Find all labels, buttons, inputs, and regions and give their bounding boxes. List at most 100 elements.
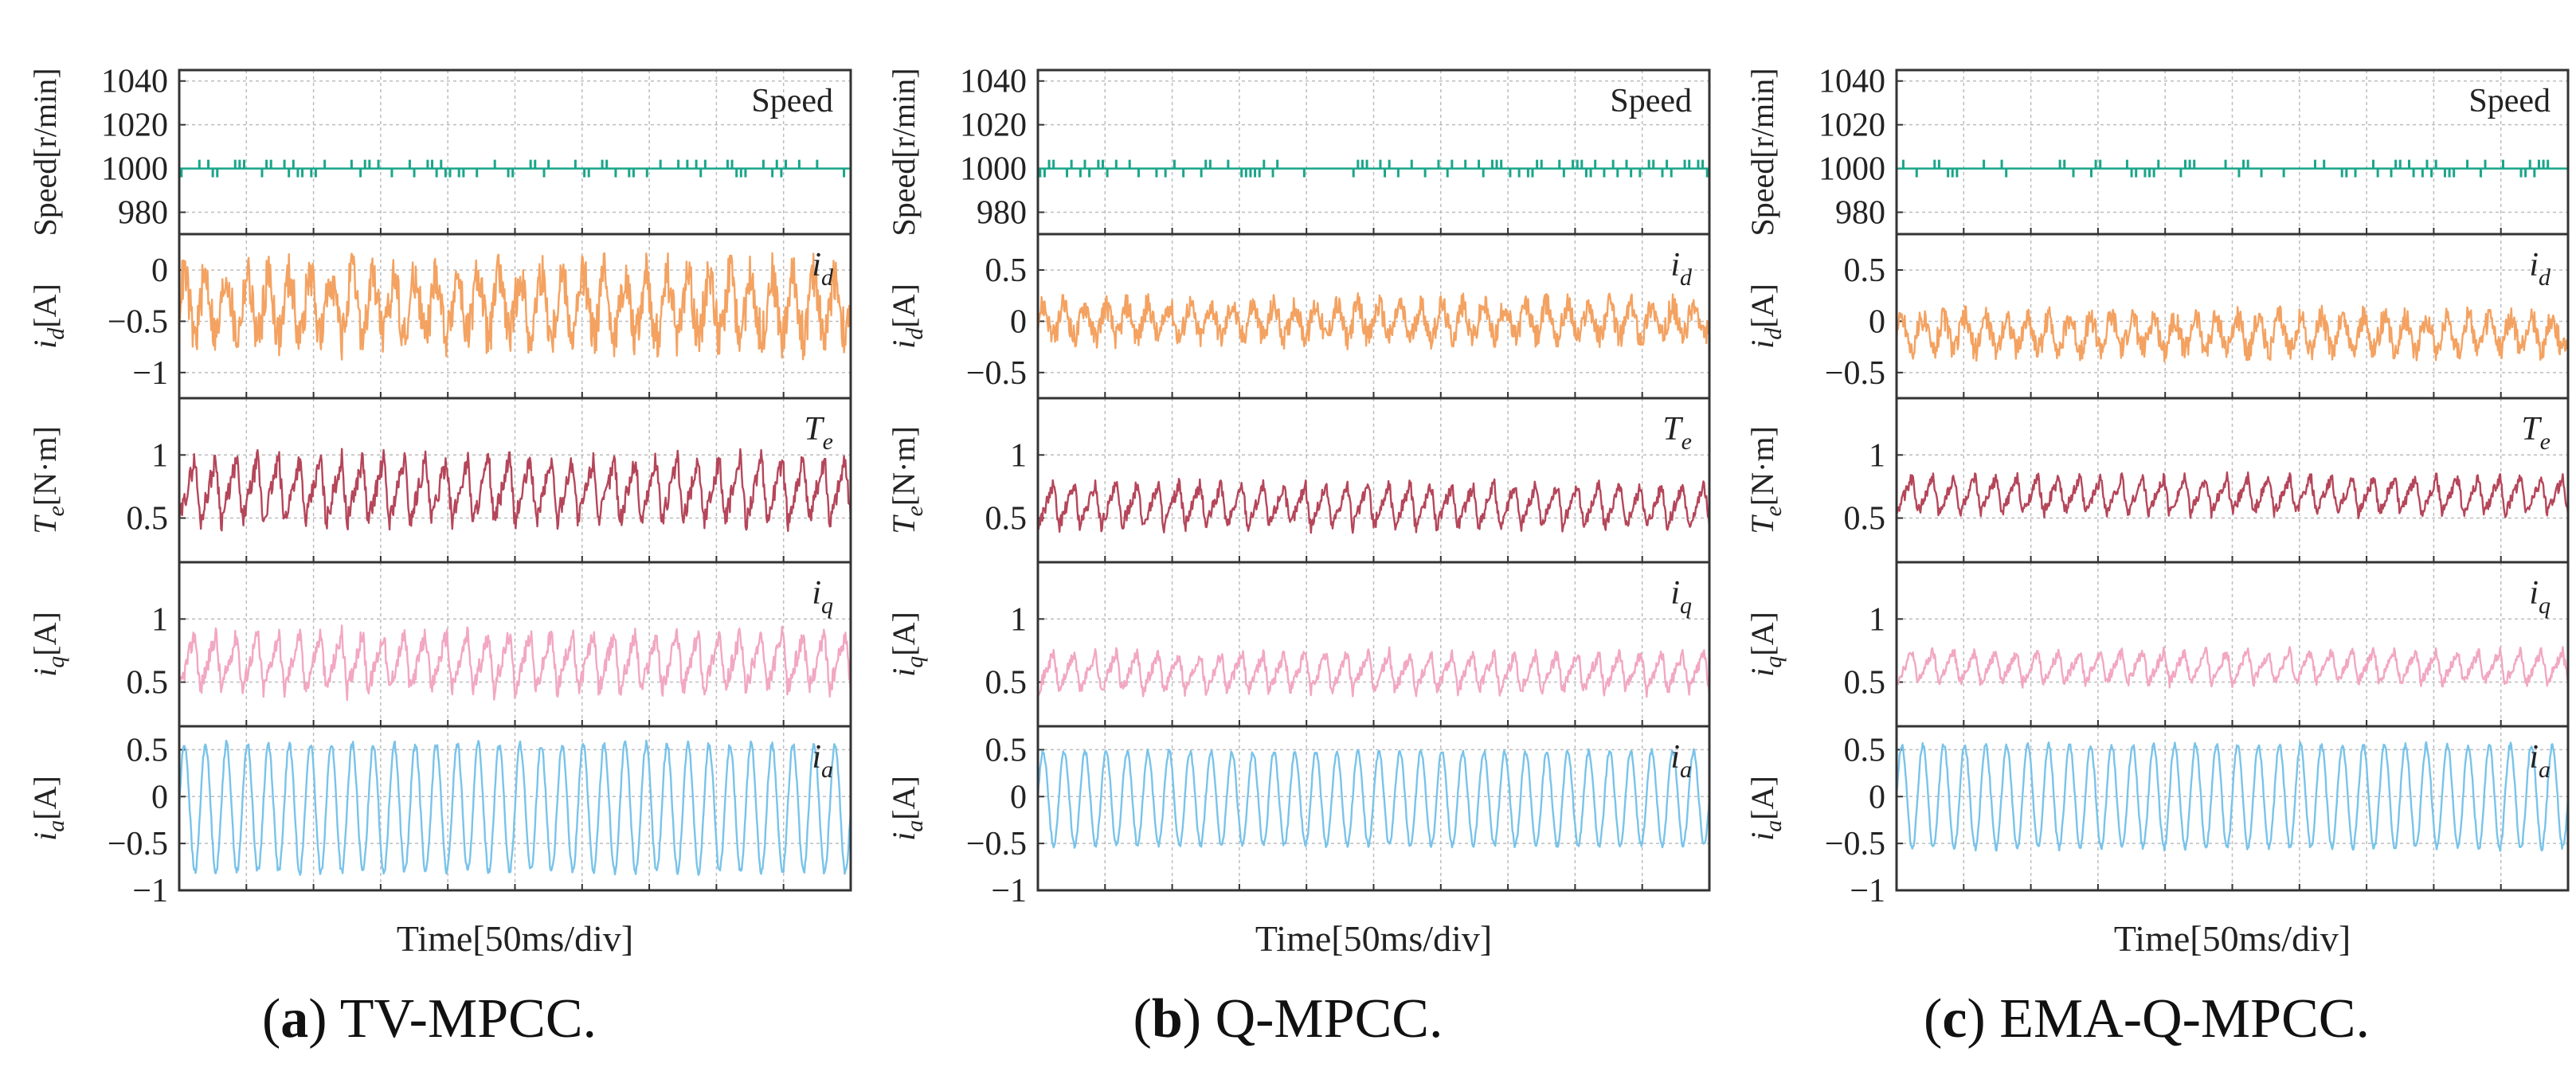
legend-sub-id-a: d (821, 264, 834, 291)
caption-text-a: TV-MPCC. (339, 988, 597, 1050)
legend-main-iq-b: i (1670, 575, 1680, 612)
subplot-speed-c: 980 1000 1020 1040 Speed Speed[r/min] (1744, 64, 2570, 237)
legend-ia-b: ia (1670, 739, 1692, 783)
ytick-label-id-c: 0 (1869, 303, 1885, 340)
legend-sub-iq-b: q (1680, 592, 1692, 619)
series-line-ia-a (178, 739, 852, 876)
ylabel-speed-c: Speed[r/min] (1744, 68, 1780, 236)
ylabel-sub-te-c: e (1760, 506, 1787, 516)
legend-main-iq-a: i (812, 575, 821, 612)
ylabel-sub-iq-c: q (1760, 656, 1787, 668)
ytick-label-iq-b: 0.5 (985, 665, 1028, 702)
xlabel-c: Time[50ms/div] (2114, 918, 2351, 959)
ytick-label-te-a: 0.5 (127, 501, 169, 538)
ytick-label-id-b: 0 (1010, 303, 1027, 340)
ylabel-main-te-b: T (886, 514, 922, 534)
ylabel-sub-id-a: d (43, 327, 69, 340)
ytick-label-ia-a: 0 (151, 779, 168, 815)
legend-main-te-b: T (1662, 411, 1683, 448)
series-line-te-b (1036, 478, 1711, 534)
ytick-label-ia-a: 0.5 (127, 732, 169, 768)
ylabel-main-iq-a: i (27, 668, 63, 677)
caption-text-c: EMA-Q-MPCC. (1999, 988, 2370, 1050)
ylabel-te-a: Te[N·m] (27, 426, 69, 534)
legend-te-b: Te (1662, 411, 1692, 455)
ylabel-main-ia-a: i (27, 832, 63, 841)
ytick-label-ia-c: −1 (1850, 873, 1885, 909)
ytick-label-te-c: 1 (1869, 437, 1885, 474)
ytick-label-iq-b: 1 (1010, 601, 1027, 638)
ylabel-speed-a: Speed[r/min] (27, 68, 63, 236)
ytick-label-te-b: 0.5 (985, 501, 1028, 538)
subplot-frame-ia-b (1036, 725, 1711, 892)
ytick-label-ia-a: −0.5 (108, 826, 168, 862)
ylabel-sub-te-a: e (43, 506, 69, 516)
ylabel-speed-b: Speed[r/min] (886, 68, 922, 236)
ytick-label-te-c: 0.5 (1844, 501, 1886, 538)
legend-sub-te-b: e (1681, 428, 1692, 455)
ylabel-iq-c: iq[A] (1744, 612, 1787, 677)
ytick-label-speed-b: 1040 (960, 64, 1027, 100)
ylabel-sub-iq-b: q (902, 656, 928, 668)
ytick-label-speed-b: 1020 (960, 108, 1027, 144)
legend-main-id-a: i (812, 247, 821, 284)
ytick-label-id-c: 0.5 (1844, 252, 1886, 289)
ytick-label-id-c: −0.5 (1825, 355, 1885, 392)
series-line-te-c (1895, 471, 2570, 519)
series-line-id-b (1036, 292, 1711, 350)
legend-speed-a: Speed (751, 83, 833, 119)
ylabel-id-a: id[A] (27, 284, 69, 349)
series-line-iq-a (178, 624, 852, 702)
caption-b: (b) Q-MPCC. (1133, 988, 1443, 1050)
series-line-ia-b (1036, 748, 1711, 849)
legend-main-id-c: i (2529, 247, 2539, 284)
caption-text-b: Q-MPCC. (1215, 988, 1443, 1050)
ylabel-unit-ia-c: [A] (1744, 776, 1780, 820)
series-line-ia-c (1895, 741, 2570, 852)
subplot-frame-ia-a (178, 725, 852, 892)
panel-a: 980 1000 1020 1040 Speed Speed[r/min] 0 −0.5 −1 i… (0, 0, 859, 1091)
ylabel-main-id-c: i (1744, 340, 1780, 349)
ylabel-id-b: id[A] (886, 284, 928, 349)
ytick-label-iq-a: 0.5 (127, 665, 169, 702)
legend-sub-iq-a: q (821, 592, 833, 619)
ylabel-unit-te-c: [N·m] (1744, 426, 1780, 506)
ylabel-sub-iq-a: q (43, 656, 69, 668)
series-pulses-speed-a (180, 159, 846, 178)
xlabel-b: Time[50ms/div] (1255, 918, 1492, 959)
ylabel-sub-ia-c: a (1760, 820, 1787, 832)
ylabel-sub-id-c: d (1760, 327, 1787, 340)
legend-main-te-a: T (804, 411, 824, 448)
legend-te-a: Te (804, 411, 833, 455)
ylabel-unit-te-a: [N·m] (27, 426, 63, 506)
chart-svg-c: 980 1000 1020 1040 Speed Speed[r/min] 0.5 0 −0.5… (1744, 64, 2570, 959)
legend-sub-iq-c: q (2539, 592, 2551, 619)
legend-speed-b: Speed (1610, 83, 1692, 119)
ylabel-te-b: Te[N·m] (886, 426, 928, 534)
ylabel-unit-iq-a: [A] (27, 612, 63, 656)
ytick-label-ia-c: −0.5 (1825, 826, 1885, 862)
ytick-label-id-b: −0.5 (966, 355, 1027, 392)
ylabel-sub-ia-a: a (43, 820, 69, 832)
ytick-label-id-b: 0.5 (985, 252, 1028, 289)
ytick-label-ia-a: −1 (132, 873, 168, 909)
legend-sub-id-c: d (2539, 264, 2551, 291)
ylabel-main-id-b: i (886, 340, 922, 349)
legend-main-id-b: i (1670, 247, 1680, 284)
legend-main-iq-c: i (2529, 575, 2539, 612)
series-line-id-c (1895, 304, 2570, 363)
ylabel-ia-a: ia[A] (27, 776, 69, 841)
ylabel-ia-b: ia[A] (886, 776, 928, 841)
ylabel-main-te-a: T (27, 514, 63, 534)
ytick-label-iq-c: 0.5 (1844, 665, 1886, 702)
subplot-speed-a: 980 1000 1020 1040 Speed Speed[r/min] (27, 64, 852, 237)
legend-main-ia-a: i (812, 739, 821, 776)
